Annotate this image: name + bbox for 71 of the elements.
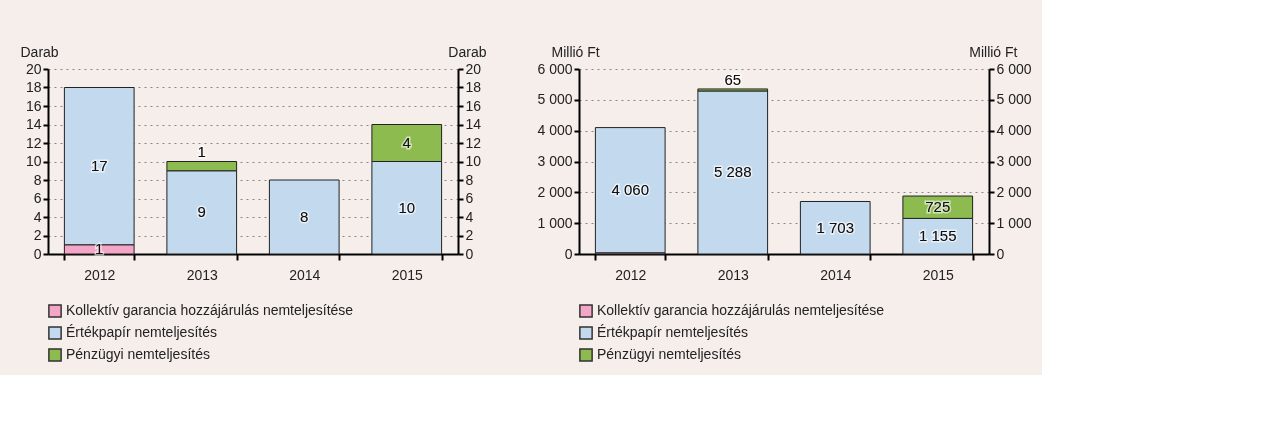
y2-tick-label: 2 — [465, 227, 474, 243]
y2-tick-label: 1 000 — [996, 214, 1032, 231]
legend-label: Kollektív garancia hozzájárulás nemteljesítése — [66, 302, 354, 318]
data-label: 4 — [402, 134, 411, 151]
legend-label: Pénzügyi nemteljesítés — [597, 346, 741, 362]
y-tick-label: 4 — [33, 208, 42, 225]
y-tick-label: 3 000 — [537, 153, 573, 169]
legend-label: Kollektív garancia hozzájárulás nemteljesítése — [597, 302, 885, 318]
y-axis-title: Millió Ft — [551, 43, 600, 60]
data-label: 65 — [724, 70, 742, 88]
y-axis-title: Darab — [20, 43, 59, 60]
bar — [268, 179, 340, 255]
y-tick-label: 2 000 — [537, 183, 573, 200]
data-label: 17 — [90, 157, 108, 175]
legend-label: Pénzügyi nemteljesítés — [66, 346, 210, 362]
y2-axis-title: Millió Ft — [969, 43, 1018, 60]
legend-label: Értékpapír nemteljesítés — [597, 324, 748, 340]
data-label: 1 155 — [918, 227, 957, 245]
y-tick-label: 16 — [25, 97, 42, 114]
bar — [594, 127, 666, 254]
y-tick-label: 0 — [33, 245, 42, 262]
x-tick-label: 2014 — [289, 266, 321, 283]
y-tick-label: 2 — [33, 227, 42, 243]
bar — [799, 200, 871, 255]
y-tick-label: 0 — [564, 245, 573, 262]
y2-tick-label: 6 000 — [996, 60, 1032, 77]
y-tick-label: 4 000 — [537, 122, 573, 139]
x-tick-label: 2012 — [615, 266, 647, 283]
x-tick-label: 2012 — [84, 266, 116, 283]
y2-tick-label: 8 — [465, 171, 474, 188]
data-label: 4 060 — [611, 181, 650, 199]
legend-label: Értékpapír nemteljesítés — [66, 324, 217, 340]
y2-tick-label: 4 000 — [996, 122, 1032, 139]
data-label: 5 288 — [713, 163, 752, 181]
y2-tick-label: 2 000 — [996, 183, 1032, 200]
x-tick-label: 2015 — [391, 266, 424, 283]
y2-tick-label: 0 — [465, 245, 474, 262]
data-label: 9 — [197, 203, 206, 221]
y2-tick-label: 6 — [465, 190, 474, 206]
x-tick-label: 2013 — [717, 266, 750, 283]
y2-tick-label: 16 — [465, 97, 482, 114]
data-label: 10 — [398, 198, 416, 216]
y-tick-label: 18 — [25, 79, 42, 95]
y-tick-label: 5 000 — [537, 91, 573, 108]
x-tick-label: 2015 — [922, 266, 955, 283]
y2-tick-label: 0 — [996, 245, 1005, 262]
y-tick-label: 1 000 — [537, 214, 573, 231]
x-tick-label: 2013 — [186, 266, 219, 283]
data-label: 1 — [95, 240, 104, 258]
y2-tick-label: 5 000 — [996, 91, 1032, 108]
y2-tick-label: 18 — [465, 79, 482, 95]
y2-tick-label: 20 — [465, 60, 482, 77]
y2-tick-label: 4 — [465, 208, 474, 225]
y-tick-label: 10 — [25, 153, 42, 169]
y2-tick-label: 14 — [465, 116, 482, 132]
x-tick-label: 2014 — [820, 266, 852, 283]
y2-axis-title: Darab — [448, 43, 487, 60]
y-tick-label: 12 — [25, 134, 42, 151]
y-tick-label: 20 — [25, 60, 42, 77]
data-label: 1 — [197, 143, 206, 161]
bar — [697, 90, 769, 255]
y2-tick-label: 12 — [465, 134, 482, 151]
y-tick-label: 14 — [25, 116, 42, 132]
data-label: 1 703 — [816, 218, 855, 236]
y-tick-label: 6 000 — [537, 60, 573, 77]
y-tick-label: 6 — [33, 190, 42, 206]
data-label: 725 — [925, 198, 951, 216]
y2-tick-label: 10 — [465, 153, 482, 169]
y-tick-label: 8 — [33, 171, 42, 188]
data-label: 8 — [300, 208, 309, 225]
y2-tick-label: 3 000 — [996, 153, 1032, 169]
